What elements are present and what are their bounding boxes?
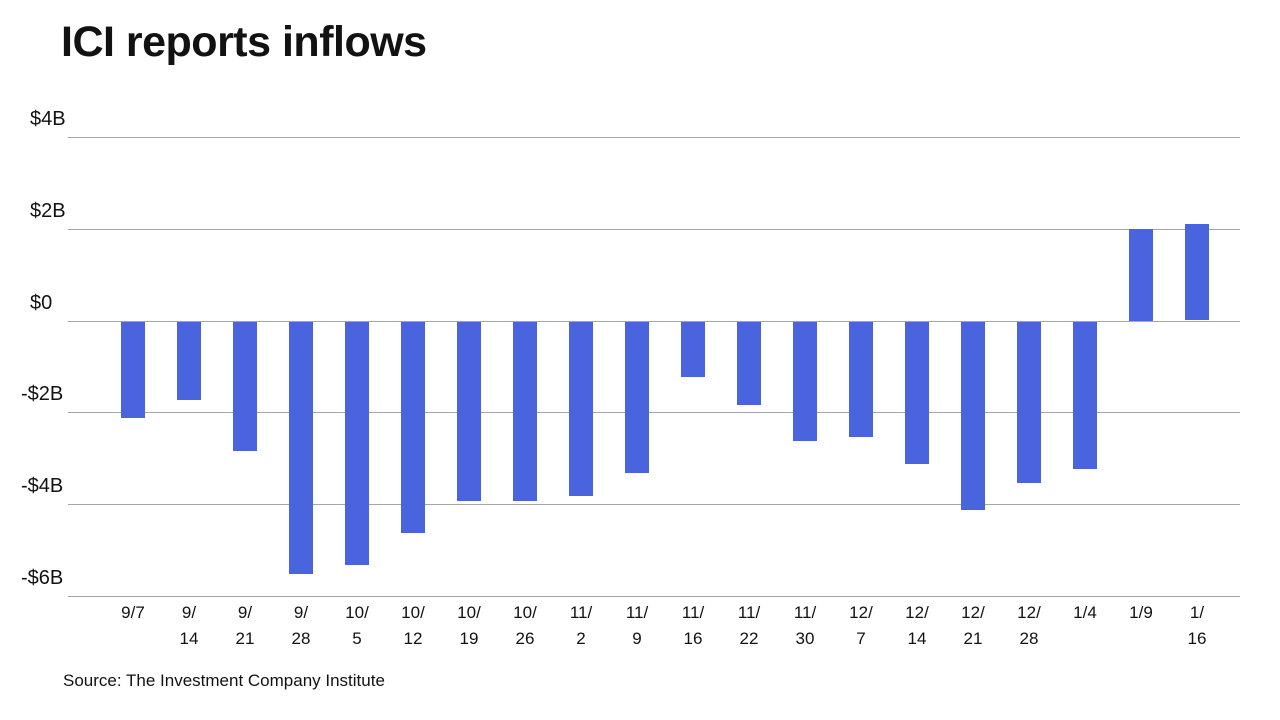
y-tick-label: $0 — [30, 292, 53, 314]
bar-10/26 — [513, 322, 537, 501]
y-tick-label: -$4B — [21, 475, 64, 497]
gridline — [68, 137, 1240, 138]
bar-11/30 — [793, 322, 817, 441]
chart-title: ICI reports inflows — [61, 18, 427, 66]
bar-10/19 — [457, 322, 481, 501]
x-tick-label: 9/21 — [235, 603, 255, 648]
gridline — [68, 229, 1240, 230]
x-tick-label: 11/30 — [793, 603, 817, 648]
bar-10/5 — [345, 322, 369, 565]
x-tick-label: 9/28 — [291, 603, 311, 648]
x-tick-label: 12/21 — [961, 603, 985, 648]
bar-12/28 — [1017, 322, 1041, 483]
x-tick-label: 9/7 — [121, 603, 145, 622]
source-note: Source: The Investment Company Institute — [63, 671, 385, 690]
x-tick-label: 11/22 — [737, 603, 761, 648]
x-tick-label: 11/16 — [681, 603, 705, 648]
bar-10/12 — [401, 322, 425, 533]
x-tick-label: 10/12 — [401, 603, 425, 648]
x-tick-label: 1/9 — [1129, 603, 1153, 622]
gridline — [68, 596, 1240, 597]
bar-9/21 — [233, 322, 257, 451]
x-tick-label: 11/9 — [625, 603, 649, 648]
bar-12/21 — [961, 322, 985, 510]
bar-12/14 — [905, 322, 929, 464]
gridline — [68, 412, 1240, 413]
x-tick-label: 1/16 — [1187, 603, 1207, 648]
bar-11/2 — [569, 322, 593, 496]
bar-9/7 — [121, 322, 145, 418]
bar-1/16 — [1185, 224, 1209, 320]
bar-11/22 — [737, 322, 761, 405]
bar-1/4 — [1073, 322, 1097, 469]
bar-9/28 — [289, 322, 313, 574]
bar-11/16 — [681, 322, 705, 377]
x-tick-label: 10/26 — [513, 603, 537, 648]
y-tick-label: $4B — [30, 108, 66, 130]
x-tick-label: 10/19 — [457, 603, 481, 648]
x-tick-label: 12/7 — [849, 603, 873, 648]
bar-1/9 — [1129, 229, 1153, 321]
y-tick-label: -$6B — [21, 567, 64, 589]
x-tick-label: 10/5 — [345, 603, 369, 648]
bar-9/14 — [177, 322, 201, 400]
x-tick-label: 12/14 — [905, 603, 929, 648]
x-tick-label: 1/4 — [1073, 603, 1097, 622]
x-tick-label: 11/2 — [569, 603, 593, 648]
bar-12/7 — [849, 322, 873, 437]
x-tick-label: 12/28 — [1017, 603, 1041, 648]
bar-11/9 — [625, 322, 649, 473]
gridline — [68, 321, 1240, 322]
y-tick-label: $2B — [30, 200, 66, 222]
x-tick-label: 9/14 — [179, 603, 199, 648]
gridline — [68, 504, 1240, 505]
y-tick-label: -$2B — [21, 383, 64, 405]
